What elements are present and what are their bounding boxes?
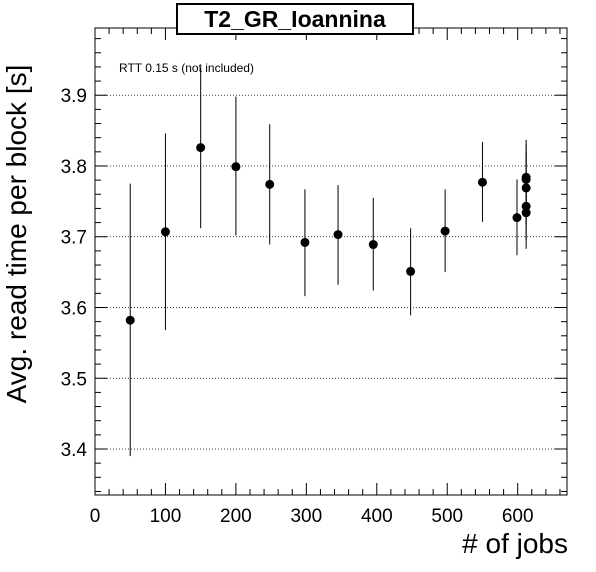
data-point	[196, 143, 206, 153]
data-point	[521, 201, 531, 211]
x-tick-label: 400	[361, 506, 393, 527]
data-point	[521, 208, 531, 218]
data-point	[160, 227, 170, 237]
x-tick-label: 0	[90, 506, 101, 527]
data-point	[368, 240, 378, 250]
data-point	[477, 177, 487, 187]
y-tick-label: 3.6	[61, 298, 87, 319]
x-tick-label: 200	[220, 506, 252, 527]
data-point	[333, 230, 343, 240]
data-point	[440, 226, 450, 236]
data-point	[231, 162, 241, 172]
data-point	[125, 315, 135, 325]
rtt-annotation: RTT 0.15 s (not included)	[119, 61, 254, 75]
data-point	[521, 174, 531, 184]
data-point	[406, 266, 416, 276]
x-tick-label: 600	[502, 506, 534, 527]
y-axis-label: Avg. read time per block [s]	[1, 64, 32, 404]
y-tick-label: 3.4	[61, 440, 88, 461]
y-tick-label: 3.8	[61, 157, 87, 178]
data-point	[521, 183, 531, 193]
chart-title: T2_GR_Ioannina	[176, 3, 414, 35]
data-point	[512, 213, 522, 223]
data-point	[265, 179, 275, 189]
x-tick-label: 500	[431, 506, 463, 527]
y-tick-label: 3.7	[61, 228, 87, 249]
y-tick-label: 3.5	[61, 369, 87, 390]
data-point	[300, 237, 310, 247]
x-tick-label: 100	[150, 506, 182, 527]
x-axis-label: # of jobs	[462, 528, 568, 559]
y-tick-label: 3.9	[61, 86, 87, 107]
x-tick-label: 300	[290, 506, 322, 527]
